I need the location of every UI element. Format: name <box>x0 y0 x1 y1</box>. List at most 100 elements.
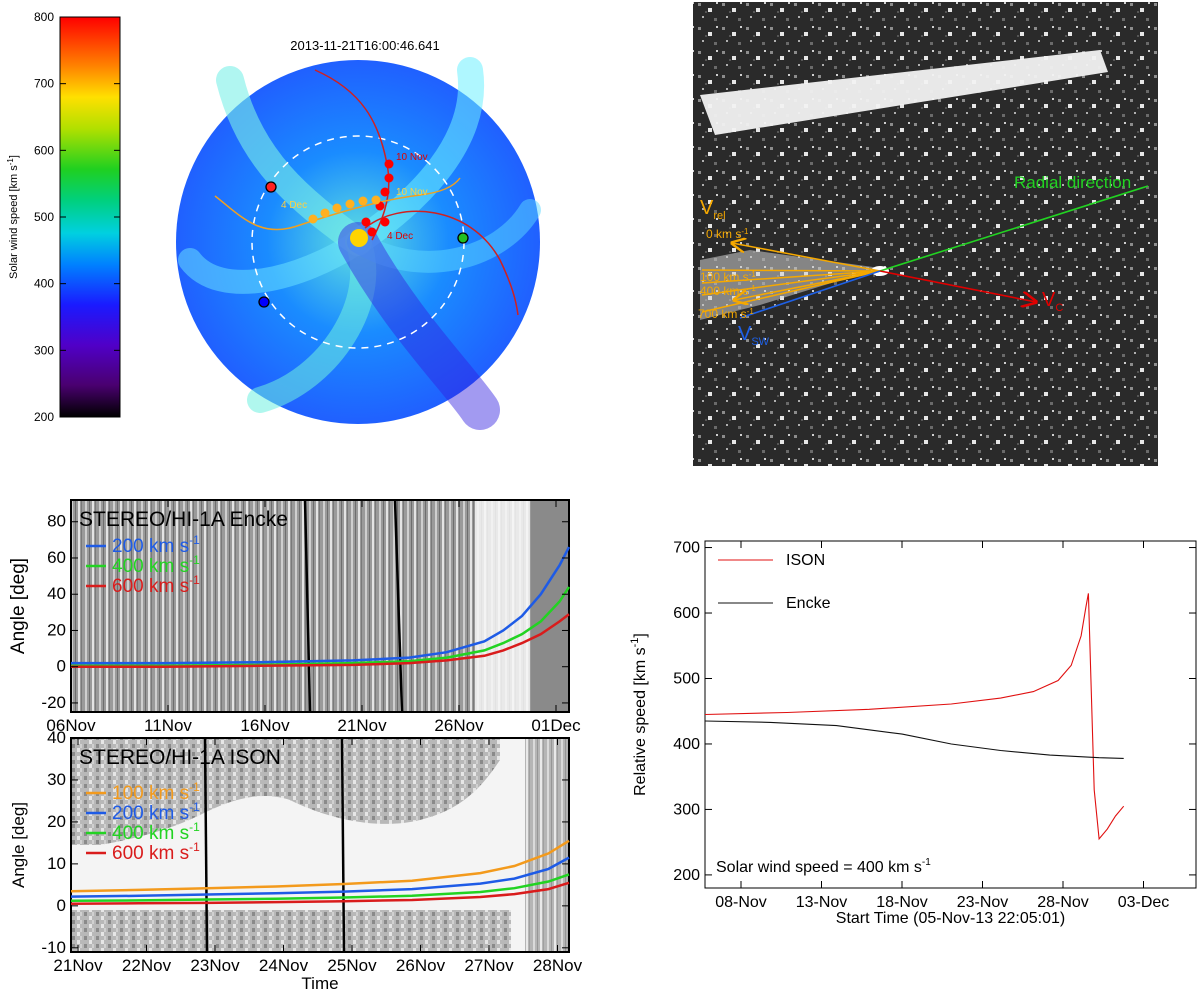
legend-sup: -1 <box>189 553 200 567</box>
legend-label: 400 km s-1 <box>112 553 200 577</box>
chart-title: STEREO/HI-1A ISON <box>79 746 281 769</box>
x-tick-label: 24Nov <box>259 956 309 975</box>
stereo-a-marker <box>265 181 277 193</box>
speed-label-700: 700 km s-1 <box>698 307 754 321</box>
colorbar-tick-label: 600 <box>34 143 54 157</box>
ison-data-gap-line-1 <box>203 737 209 953</box>
ison-orbit-track-lower <box>364 210 519 316</box>
y-tick-label: 0 <box>57 657 66 676</box>
x-tick-label: 08-Nov <box>715 894 767 911</box>
x-tick-label: 21Nov <box>53 956 103 975</box>
colorbar-tick-label: 500 <box>34 210 54 224</box>
x-tick-label: 23Nov <box>190 956 240 975</box>
x-tick-label: 28-Nov <box>1037 894 1089 911</box>
legend-label: 400 km s-1 <box>112 820 200 844</box>
label-ison-orange-end: 4 Dec <box>281 200 307 211</box>
encke-gap-band <box>531 500 569 712</box>
speed-label-100: 100 km s-1 <box>700 270 756 284</box>
y-axis-label: Relative speed [km s-1] <box>629 633 649 796</box>
y-tick-label: 400 <box>673 736 700 753</box>
y-tick-label: 20 <box>47 812 66 831</box>
legend-label: 600 km s-1 <box>112 573 200 597</box>
y-tick-label: -20 <box>41 693 66 712</box>
x-tick-label: 22Nov <box>122 956 172 975</box>
label-ison-red-end: 4 Dec <box>387 231 413 242</box>
x-tick-label: 25Nov <box>327 956 377 975</box>
legend-sup: -1 <box>189 820 200 834</box>
series-line-400 <box>70 873 570 903</box>
colorbar-tick-label: 800 <box>34 10 54 24</box>
speed-label-0: 0 km s-1 <box>706 227 749 241</box>
x-axis-label: Start Time (05-Nov-13 22:05:01) <box>836 910 1065 927</box>
y-tick-label: 600 <box>673 605 700 622</box>
legend-sup: -1 <box>189 800 200 814</box>
y-tick-label: 60 <box>47 548 66 567</box>
colorbar-gradient <box>59 16 121 418</box>
x-tick-label: 26Nov <box>396 956 446 975</box>
colorbar-tick-label: 700 <box>34 77 54 91</box>
speed-label-400: 400 km s-1 <box>700 284 756 298</box>
y-tick-label: 40 <box>47 728 66 747</box>
ison-lower-noise-region <box>71 910 511 952</box>
vsw-label: VSW <box>738 323 770 348</box>
colorbar-tick-label: 300 <box>34 343 54 357</box>
solar-wind-map: 2013-11-21T16:00:46.641 10 Nov 4 Dec 10 … <box>176 38 541 430</box>
legend-label: 100 km s-1 <box>112 780 200 804</box>
stereo-b-marker <box>258 296 270 308</box>
relative-velocity-arrows <box>701 243 881 313</box>
y-tick-label: 10 <box>47 854 66 873</box>
series-line-ison <box>704 593 1125 841</box>
ison-plot-frame <box>70 737 570 953</box>
colorbar: 200 300 400 500 600 700 800 Solar wind speed [… <box>6 10 121 424</box>
x-tick-label: 16Nov <box>240 716 290 735</box>
encke-data-gap-line-2 <box>393 499 404 713</box>
encke-jmap-chart: -20 0 20 40 60 80 06Nov 11Nov 16Nov 21Nov 26Nov 01D… <box>8 499 581 735</box>
y-tick-label: 80 <box>47 512 66 531</box>
y-axis-label-end: ] <box>632 633 649 637</box>
chart-title: STEREO/HI-1A Encke <box>79 508 288 531</box>
relative-speed-plot-frame <box>704 540 1197 889</box>
label-ison-orange-start: 10 Nov <box>396 187 428 198</box>
y-tick-label: 20 <box>47 620 66 639</box>
legend-label: 200 km s-1 <box>112 800 200 824</box>
legend-sup: -1 <box>189 840 200 854</box>
hi-image-panel: Radial direction VC Vrel 0 km s-1 100 km… <box>693 2 1158 466</box>
relative-speed-chart: 200 300 400 500 600 700 08-Nov 13-Nov 18-Nov 23-N… <box>629 540 1197 927</box>
x-tick-label: 03-Dec <box>1118 894 1170 911</box>
radial-direction-line <box>879 185 1149 272</box>
legend-label: ISON <box>786 552 825 569</box>
ison-jmap-chart: -10 0 10 20 30 40 21Nov 22Nov 23Nov 24Nov 25Nov 26N… <box>9 728 583 993</box>
series-line-200 <box>71 546 571 665</box>
ison-upper-noise-region <box>71 738 500 845</box>
x-tick-label: 28Nov <box>533 956 583 975</box>
earth-marker <box>457 232 469 244</box>
spiral-arms <box>178 57 541 430</box>
x-tick-label: 11Nov <box>144 716 192 735</box>
legend-sup: -1 <box>189 573 200 587</box>
radial-direction-label: Radial direction <box>1014 173 1131 192</box>
y-tick-label: 40 <box>47 584 66 603</box>
ison-positions-red <box>361 159 394 237</box>
x-tick-label: 21Nov <box>337 716 387 735</box>
ison-data-gap-line-2 <box>340 737 346 953</box>
colorbar-ticks: 200 300 400 500 600 700 800 <box>34 10 120 424</box>
speed-labels: 0 km s-1 100 km s-1 400 km s-1 700 km s-… <box>698 227 756 321</box>
y-axis-label: Angle [deg] <box>9 802 28 888</box>
x-tick-label: 27Nov <box>464 956 514 975</box>
x-tick-label: 26Nov <box>434 716 484 735</box>
x-axis-label: Time <box>301 974 338 993</box>
solar-wind-speed-annotation: Solar wind speed = 400 km s-1 <box>716 857 931 876</box>
x-tick-label: 01Dec <box>531 716 581 735</box>
colorbar-tick-label: 400 <box>34 277 54 291</box>
sun-marker <box>350 229 368 247</box>
legend-sup: -1 <box>189 780 200 794</box>
label-ison-red-start: 10 Nov <box>396 152 428 163</box>
series-line-600 <box>71 613 570 668</box>
colorbar-tick-label: 200 <box>34 410 54 424</box>
series-line-200 <box>70 856 570 898</box>
y-tick-label: 500 <box>673 670 700 687</box>
y-tick-label: -10 <box>41 938 66 957</box>
vc-label: VC <box>1042 289 1063 314</box>
solar-wind-velocity-arrow <box>739 270 881 319</box>
